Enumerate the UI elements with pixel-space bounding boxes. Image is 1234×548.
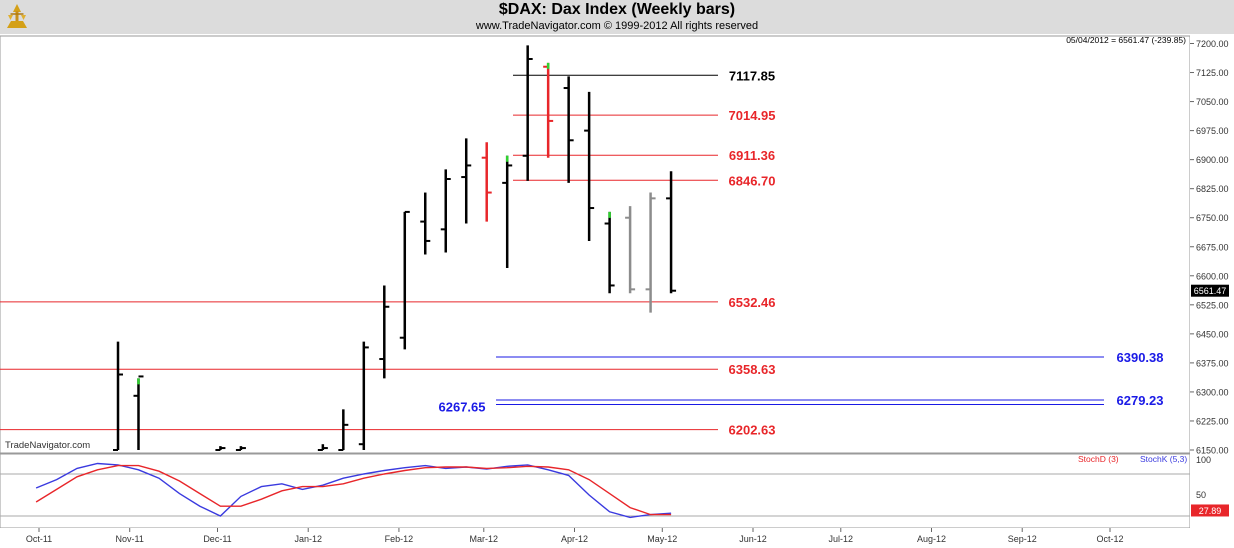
chart-header: $DAX: Dax Index (Weekly bars) www.TradeN…	[0, 0, 1234, 34]
price-tick-label: 6975.00	[1196, 126, 1229, 136]
price-tick-label: 6300.00	[1196, 387, 1229, 397]
time-tick-label: Mar-12	[470, 534, 499, 544]
level-label: 6846.70	[729, 173, 776, 188]
stoch-value-box	[1191, 504, 1229, 517]
price-tick-label: 7200.00	[1196, 39, 1229, 49]
ohlc-bar	[235, 446, 246, 451]
ohlc-bar	[563, 76, 574, 183]
time-tick-label: Jan-12	[294, 534, 322, 544]
last-price-box	[1191, 284, 1229, 297]
ohlc-bar	[420, 192, 431, 255]
time-tick-label: Oct-11	[26, 534, 52, 544]
ohlc-bar	[113, 341, 124, 451]
last-bar-info: 05/04/2012 = 6561.47 (-239.85)	[1066, 35, 1186, 45]
time-tick-label: Jun-12	[739, 534, 767, 544]
ohlc-bar	[584, 91, 595, 241]
price-tick-label: 6450.00	[1196, 329, 1229, 339]
stoch-line-k	[35, 462, 672, 519]
ohlc-bar	[358, 341, 369, 450]
ohlc-bar	[399, 210, 410, 350]
time-tick-label: Sep-12	[1008, 534, 1037, 544]
ohlc-bar	[481, 142, 492, 222]
level-label: 7117.85	[729, 68, 775, 83]
chart-title: $DAX: Dax Index (Weekly bars)	[498, 1, 736, 18]
price-tick-label: 6900.00	[1196, 155, 1229, 165]
level-label: 6532.46	[729, 295, 776, 310]
price-axis-area	[1190, 34, 1234, 528]
stochastic-pane	[0, 453, 1191, 529]
last-price-label: 6561.47	[1194, 286, 1227, 296]
stoch-legend-entry: StochD (3)	[1078, 454, 1119, 464]
ohlc-bar	[666, 171, 677, 294]
time-tick-label: Feb-12	[385, 534, 414, 544]
price-tick-label: 7050.00	[1196, 97, 1229, 107]
time-tick-label: Oct-12	[1096, 534, 1123, 544]
level-label: 6202.63	[729, 423, 776, 438]
stoch-line-d	[35, 464, 672, 516]
ohlc-bars	[113, 45, 677, 451]
price-pane	[0, 35, 1191, 454]
time-tick-label: Apr-12	[561, 534, 588, 544]
ohlc-bar	[379, 285, 390, 379]
stoch-value-label: 27.89	[1199, 506, 1222, 516]
ohlc-bar	[502, 155, 513, 269]
ohlc-bar	[317, 444, 328, 451]
ohlc-bar	[604, 211, 615, 294]
level-label: 6279.23	[1117, 393, 1164, 408]
time-tick-label: May-12	[647, 534, 677, 544]
stoch-legend-entry: StochK (5,3)	[1140, 454, 1187, 464]
ohlc-bar	[215, 446, 226, 451]
stoch-tick-label: 100	[1196, 455, 1211, 465]
price-tick-label: 6825.00	[1196, 184, 1229, 194]
level-label: 6358.63	[729, 362, 776, 377]
time-tick-label: Aug-12	[917, 534, 946, 544]
trade-navigator-logo-icon	[3, 2, 31, 30]
ohlc-bar	[440, 169, 451, 253]
level-label: 6911.36	[729, 148, 775, 163]
price-tick-label: 6675.00	[1196, 242, 1229, 252]
price-tick-label: 6225.00	[1196, 416, 1229, 426]
time-tick-label: Nov-11	[116, 534, 144, 544]
stoch-tick-label: 50	[1196, 490, 1206, 500]
level-label: 6390.38	[1117, 350, 1164, 365]
price-tick-label: 6600.00	[1196, 271, 1229, 281]
level-label: 6267.65	[439, 399, 486, 414]
price-tick-label: 6150.00	[1196, 446, 1229, 456]
time-tick-label: Dec-11	[203, 534, 231, 544]
ohlc-bar	[645, 192, 656, 313]
price-tick-label: 6375.00	[1196, 358, 1229, 368]
ohlc-bar	[522, 45, 533, 181]
ohlc-bar	[461, 138, 472, 224]
time-tick-label: Jul-12	[829, 534, 854, 544]
ohlc-bar	[338, 409, 349, 451]
time-axis-area	[0, 528, 1234, 548]
price-tick-label: 6525.00	[1196, 300, 1229, 310]
price-tick-label: 7125.00	[1196, 68, 1229, 78]
level-label: 7014.95	[729, 108, 776, 123]
copyright-notice: www.TradeNavigator.com © 1999-2012 All r…	[475, 20, 759, 32]
ohlc-bar	[625, 206, 636, 294]
price-tick-label: 6750.00	[1196, 213, 1229, 223]
ohlc-bar	[133, 375, 144, 450]
watermark-text: TradeNavigator.com	[5, 440, 90, 451]
